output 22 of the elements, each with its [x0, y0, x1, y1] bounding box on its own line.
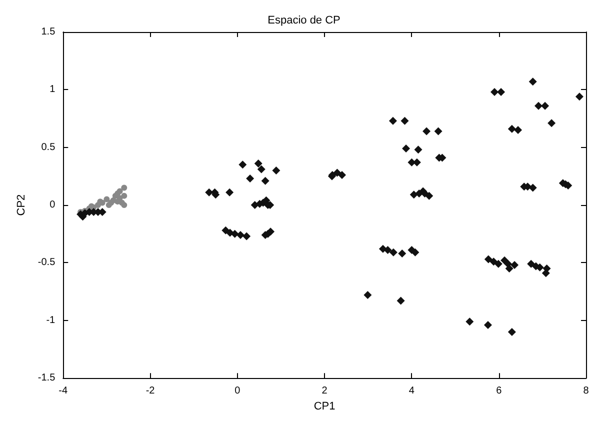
x-tick-label: 6	[496, 386, 502, 397]
x-axis-title: CP1	[314, 400, 336, 412]
y-tick-label: -0.5	[38, 257, 56, 268]
x-tick-label: 8	[583, 386, 590, 397]
y-tick-label: 0.5	[41, 142, 56, 153]
y-tick-label: 0	[50, 200, 56, 211]
point	[121, 184, 128, 191]
x-tick-label: -4	[58, 386, 68, 397]
point	[121, 202, 128, 208]
y-tick-label: 1.5	[41, 26, 56, 38]
y-tick-label: -1.5	[38, 372, 56, 384]
x-tick-label: 2	[322, 386, 328, 397]
y-tick-label: -1	[46, 314, 56, 326]
point	[121, 192, 128, 199]
x-tick-label: 0	[234, 386, 241, 397]
point	[116, 188, 123, 194]
x-tick-label: 4	[408, 386, 415, 397]
point	[104, 196, 110, 202]
x-tick-label: -2	[146, 386, 156, 397]
y-tick-label: 1	[50, 84, 56, 96]
y-axis-title: CP2	[16, 194, 28, 216]
chart-title: Espacio de CP	[268, 14, 340, 26]
